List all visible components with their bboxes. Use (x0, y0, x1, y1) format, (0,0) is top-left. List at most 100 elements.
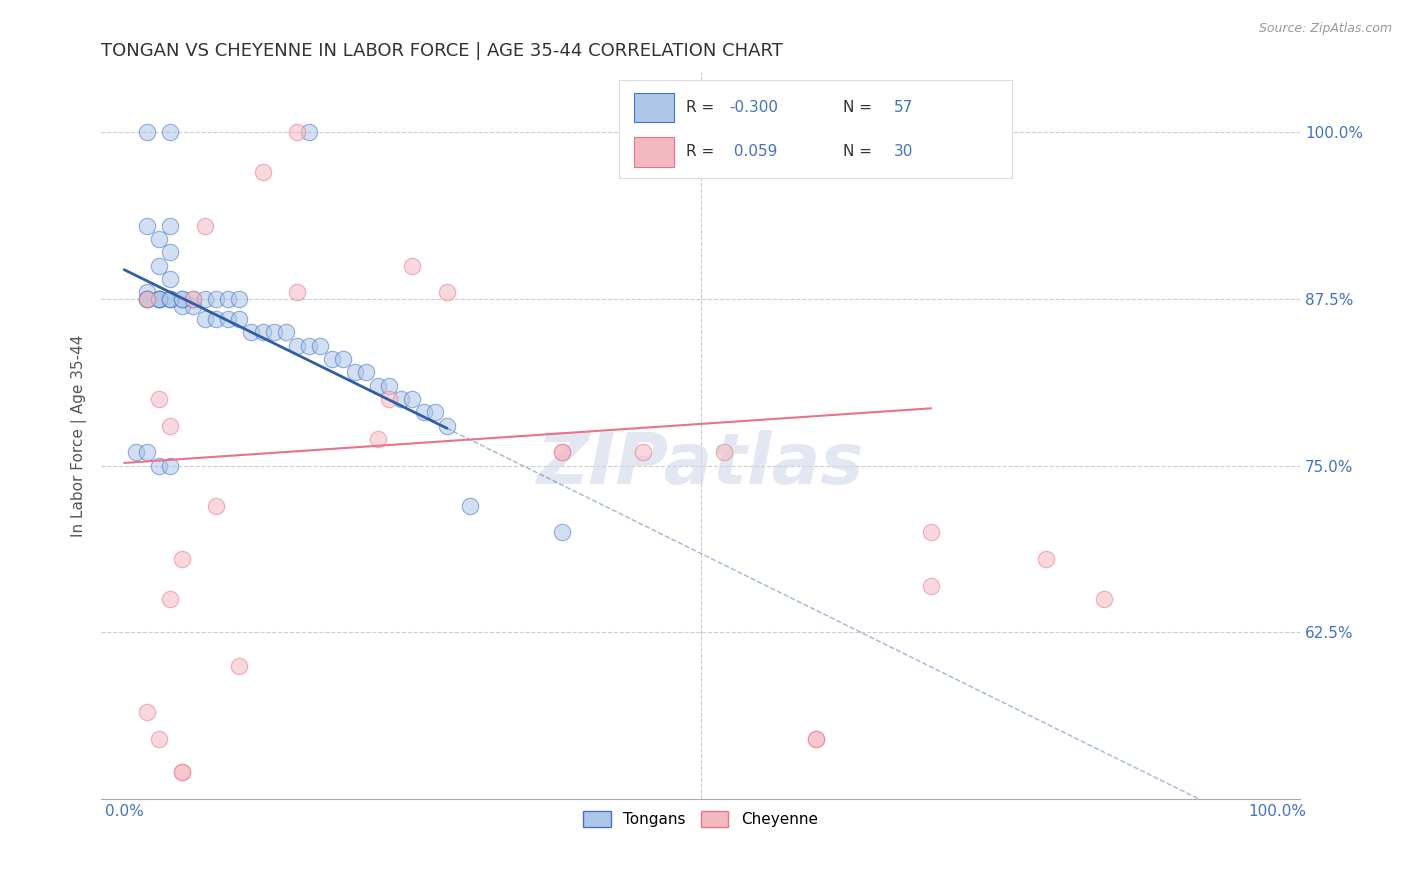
Point (436, 418, 458, 433)
Point (148, 259, 170, 273)
Point (159, 245, 181, 260)
Point (378, 378, 401, 392)
Point (136, 292, 159, 306)
Point (412, 405, 434, 419)
Point (551, 445, 574, 459)
Point (228, 312, 250, 326)
Point (332, 351, 354, 366)
Point (159, 292, 181, 306)
Point (159, 418, 181, 433)
Point (136, 292, 159, 306)
Text: -0.300: -0.300 (728, 100, 778, 115)
Text: 30: 30 (894, 145, 914, 160)
Point (551, 525, 574, 540)
Point (194, 219, 217, 233)
Point (170, 292, 193, 306)
Point (285, 339, 308, 353)
Point (148, 292, 170, 306)
Point (159, 458, 181, 473)
Point (298, 125, 321, 139)
Point (170, 299, 193, 313)
Point (356, 365, 378, 379)
Point (170, 765, 193, 780)
Point (136, 125, 159, 139)
Point (309, 339, 332, 353)
Point (321, 351, 343, 366)
Point (274, 326, 297, 340)
Point (148, 292, 170, 306)
Point (136, 292, 159, 306)
Point (631, 445, 654, 459)
Text: TONGAN VS CHEYENNE IN LABOR FORCE | AGE 35-44 CORRELATION CHART: TONGAN VS CHEYENNE IN LABOR FORCE | AGE … (101, 42, 783, 60)
Point (183, 292, 205, 306)
Point (159, 591, 181, 606)
Point (401, 259, 423, 273)
Point (183, 292, 205, 306)
Point (298, 339, 321, 353)
Point (228, 658, 250, 673)
Point (159, 125, 181, 139)
Point (159, 292, 181, 306)
Y-axis label: In Labor Force | Age 35-44: In Labor Force | Age 35-44 (72, 334, 87, 537)
Point (367, 432, 389, 446)
Point (159, 292, 181, 306)
Point (804, 731, 827, 746)
Point (240, 326, 263, 340)
Point (205, 292, 228, 306)
Point (148, 292, 170, 306)
Point (285, 285, 308, 300)
Text: N =: N = (844, 145, 877, 160)
Point (425, 405, 447, 419)
Text: N =: N = (844, 100, 877, 115)
Point (436, 285, 458, 300)
Point (136, 219, 159, 233)
Text: 57: 57 (894, 100, 914, 115)
Text: Source: ZipAtlas.com: Source: ZipAtlas.com (1258, 22, 1392, 36)
Point (920, 525, 942, 540)
Text: R =: R = (686, 100, 718, 115)
Point (343, 365, 366, 379)
Text: R =: R = (686, 145, 718, 160)
Legend: Tongans, Cheyenne: Tongans, Cheyenne (576, 804, 825, 835)
Point (401, 392, 423, 406)
Point (136, 445, 159, 459)
Point (136, 285, 159, 300)
Point (205, 312, 228, 326)
Bar (634, 93, 673, 122)
Point (148, 292, 170, 306)
Point (458, 499, 481, 513)
Point (183, 299, 205, 313)
Point (920, 578, 942, 592)
Text: ZIPatlas: ZIPatlas (537, 430, 865, 500)
Point (713, 445, 735, 459)
Point (252, 165, 274, 179)
Bar (634, 137, 673, 167)
Point (170, 765, 193, 780)
Point (148, 232, 170, 246)
Text: 0.059: 0.059 (728, 145, 778, 160)
Point (285, 125, 308, 139)
Point (136, 292, 159, 306)
Point (148, 731, 170, 746)
Point (252, 326, 274, 340)
Point (378, 392, 401, 406)
Point (194, 292, 217, 306)
Point (1035, 552, 1057, 566)
Point (389, 392, 412, 406)
Point (263, 326, 285, 340)
Point (1092, 591, 1115, 606)
Point (136, 705, 159, 719)
Point (148, 458, 170, 473)
Point (205, 499, 228, 513)
Point (170, 552, 193, 566)
Point (228, 292, 250, 306)
Point (159, 272, 181, 286)
Point (551, 445, 574, 459)
Point (194, 312, 217, 326)
Point (217, 312, 239, 326)
Point (367, 378, 389, 392)
Point (170, 292, 193, 306)
Point (148, 392, 170, 406)
Point (804, 731, 827, 746)
Point (159, 219, 181, 233)
